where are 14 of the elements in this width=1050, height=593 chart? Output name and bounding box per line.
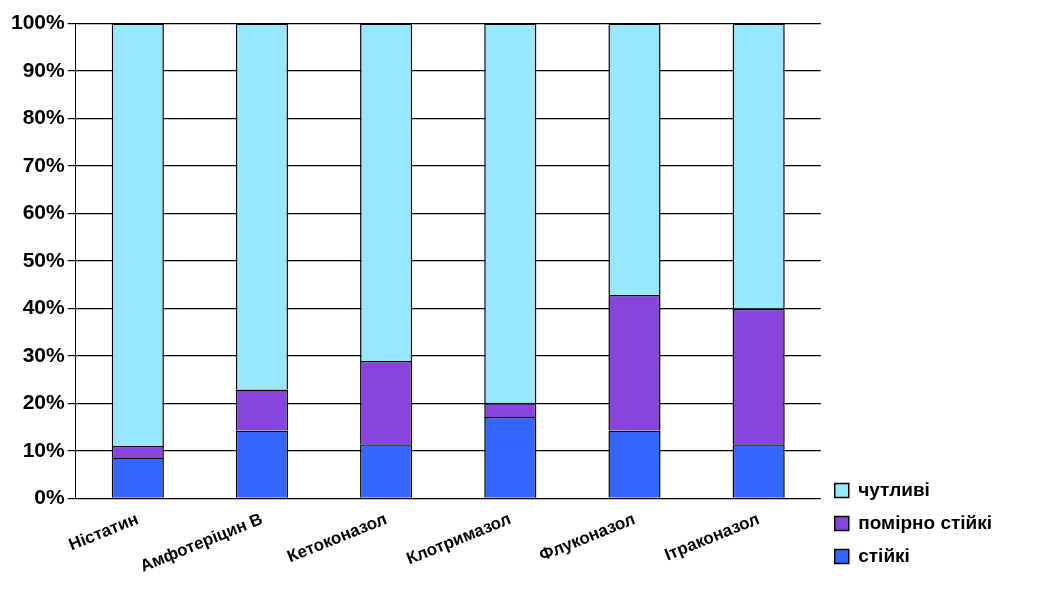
legend-label: помірно стійкі — [858, 511, 993, 533]
y-tick-label: 10% — [22, 437, 66, 461]
legend-label: чутливі — [858, 478, 930, 500]
y-tick-label: 0% — [34, 485, 66, 509]
y-tick-label: 80% — [22, 105, 66, 129]
y-tick-label: 100% — [10, 10, 66, 34]
y-tick-label: 70% — [22, 152, 66, 176]
y-tick-label: 60% — [22, 200, 66, 224]
legend-label: стійкі — [858, 544, 910, 566]
y-tick-label: 40% — [22, 295, 66, 319]
y-tick-label: 20% — [22, 390, 66, 414]
y-tick-label: 30% — [22, 342, 66, 366]
y-tick-label: 50% — [22, 247, 66, 271]
y-tick-label: 90% — [22, 57, 66, 81]
